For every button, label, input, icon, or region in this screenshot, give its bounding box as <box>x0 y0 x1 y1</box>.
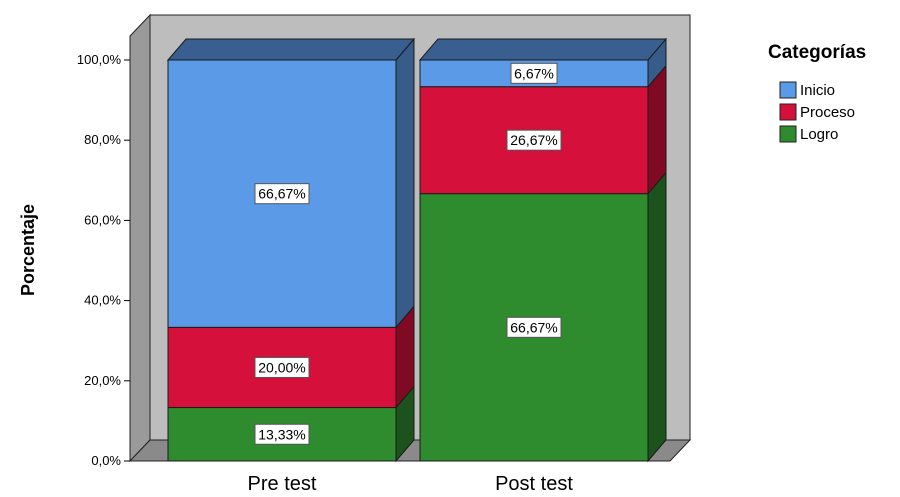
y-tick-label: 100,0% <box>77 52 122 67</box>
data-label: 26,67% <box>510 132 557 148</box>
legend-swatch-proceso <box>779 103 797 121</box>
data-label-box <box>510 62 558 84</box>
data-label-box <box>254 423 310 445</box>
y-tick-label: 80,0% <box>84 132 121 147</box>
legend-items: Inicio Proceso Logro <box>779 81 855 143</box>
legend-swatch-logro <box>779 125 797 143</box>
bar-stack: 13,33% 20,00% 66,67% <box>166 37 416 463</box>
data-label: 66,67% <box>510 319 557 335</box>
y-axis: 0,0% 20,0% 40,0% 60,0% 80,0% 100,0% <box>77 52 130 468</box>
legend-label: Logro <box>800 126 838 143</box>
data-label: 20,00% <box>258 359 305 375</box>
y-tick-label: 40,0% <box>84 293 121 308</box>
x-tick-label: Post test <box>495 473 573 495</box>
bar-segment-side <box>647 171 667 463</box>
bar-segment-side <box>647 64 667 196</box>
bar-segment-side <box>395 37 415 329</box>
bar-stack: 66,67% 26,67% 6,67% <box>418 37 668 463</box>
legend-label: Inicio <box>800 82 835 99</box>
data-label-box <box>506 316 562 338</box>
x-tick-label: Pre test <box>248 473 317 495</box>
data-label-box <box>506 129 562 151</box>
y-axis-label: Porcentaje <box>18 204 38 296</box>
data-label: 13,33% <box>258 426 305 442</box>
data-label-box <box>254 356 310 378</box>
bar-top-face <box>418 38 668 61</box>
data-label: 66,67% <box>258 186 305 202</box>
y-tick-label: 20,0% <box>84 373 121 388</box>
y-tick-label: 0,0% <box>91 453 121 468</box>
legend: Categorías Inicio Proceso Logro <box>768 42 866 143</box>
legend-swatch-inicio <box>779 81 797 99</box>
legend-label: Proceso <box>800 104 855 121</box>
legend-title: Categorías <box>768 42 866 63</box>
data-label-box <box>254 183 310 205</box>
bar-top-face <box>166 38 416 61</box>
bars-group: 13,33% 20,00% 66,67% 66,67% 26,67% 6,67% <box>166 37 668 463</box>
left-wall <box>129 13 151 463</box>
x-axis: Pre test Post test <box>248 473 574 495</box>
data-label: 6,67% <box>514 65 554 81</box>
y-tick-label: 60,0% <box>84 212 121 227</box>
